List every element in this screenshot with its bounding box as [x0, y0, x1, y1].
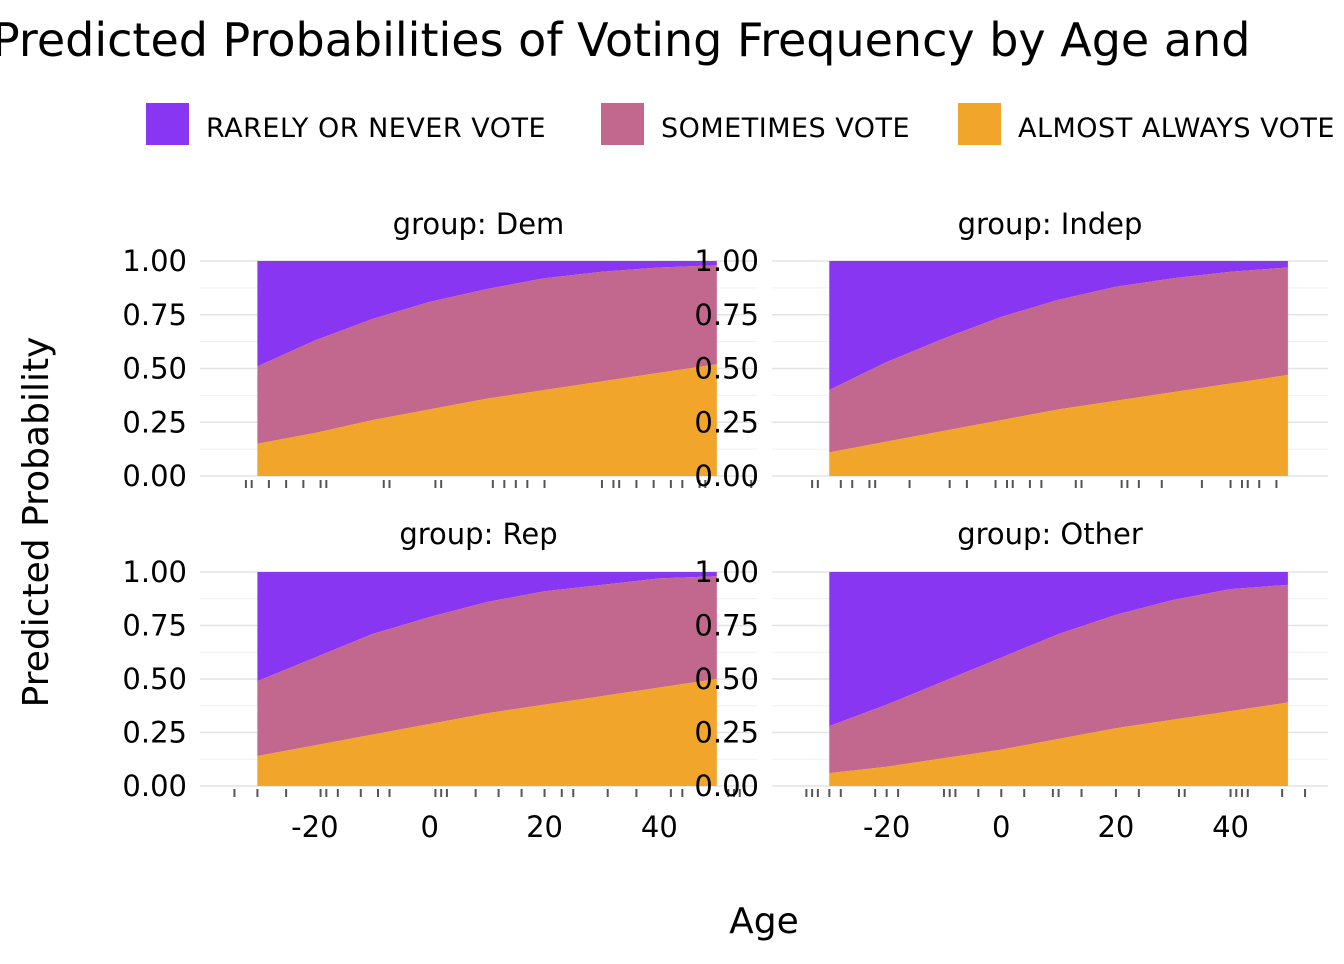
legend-label-1: SOMETIMES VOTE: [661, 113, 910, 144]
panel-3-area-sometimes: [829, 584, 1288, 774]
panel-1-ytick-3: 0.75: [694, 298, 759, 332]
panel-2-area-sometimes: [257, 576, 717, 757]
xtick-1-0: -20: [863, 810, 910, 844]
panel-3: [772, 571, 1328, 797]
panel-0: [200, 260, 757, 488]
panel-3-ytick-3: 0.75: [694, 609, 759, 643]
panel-0-ytick-0: 0.00: [122, 459, 187, 493]
panel-1-area-almost: [829, 374, 1288, 476]
panel-1-area-sometimes: [829, 267, 1288, 453]
xtick-0-0: -20: [291, 810, 338, 844]
panel-1-ytick-0: 0.00: [694, 459, 759, 493]
panels: group: Dem 0.00 0.25 0.50 0.75 1.00 group: Ind…: [122, 207, 1328, 803]
legend-swatch-0: [146, 103, 189, 145]
legend-swatch-1: [601, 103, 644, 145]
x-axis-title: Age: [729, 901, 799, 942]
panel-3-area-rarely: [829, 572, 1288, 727]
panel-2-ytick-1: 0.25: [122, 716, 187, 750]
panel-3-ytick-1: 0.25: [694, 716, 759, 750]
panel-0-ytick-1: 0.25: [122, 405, 187, 439]
panel-2-area-rarely: [257, 572, 717, 682]
panel-2-ytick-2: 0.50: [122, 662, 187, 696]
y-axis-title: Predicted Probability: [16, 337, 57, 708]
x-axis-ticks: -20 0 20 40 -20 0 20 40: [291, 810, 1249, 844]
panel-0-area-almost: [257, 364, 717, 476]
panel-3-area-almost: [829, 702, 1288, 786]
panel-0-area-sometimes: [257, 265, 717, 444]
xtick-1-2: 20: [1097, 810, 1134, 844]
legend-swatch-2: [958, 103, 1001, 145]
chart-title: Predicted Probabilities of Voting Freque…: [0, 13, 1250, 67]
panel-2-ytick-3: 0.75: [122, 609, 187, 643]
panel-1-strip-label: group: Indep: [958, 207, 1143, 241]
panel-3-ytick-2: 0.50: [694, 662, 759, 696]
panel-2-strip-label: group: Rep: [399, 517, 557, 551]
panel-3-ytick-4: 1.00: [694, 555, 759, 589]
panel-1-ytick-4: 1.00: [694, 244, 759, 278]
xtick-0-2: 20: [526, 810, 563, 844]
xtick-1-3: 40: [1212, 810, 1249, 844]
panel-0-ytick-3: 0.75: [122, 298, 187, 332]
panel-1-ytick-1: 0.25: [694, 405, 759, 439]
legend-label-2: ALMOST ALWAYS VOTE: [1018, 113, 1335, 144]
legend-label-0: RARELY OR NEVER VOTE: [206, 113, 546, 144]
panel-0-ytick-4: 1.00: [122, 244, 187, 278]
panel-2-ytick-4: 1.00: [122, 555, 187, 589]
legend: RARELY OR NEVER VOTE SOMETIMES VOTE ALMOST…: [146, 103, 1335, 145]
panel-2-ytick-0: 0.00: [122, 769, 187, 803]
panel-0-ytick-2: 0.50: [122, 352, 187, 386]
panel-0-strip-label: group: Dem: [393, 207, 565, 241]
xtick-0-1: 0: [420, 810, 438, 844]
xtick-1-1: 0: [992, 810, 1010, 844]
panel-3-ytick-0: 0.00: [694, 769, 759, 803]
panel-2-area-almost: [257, 679, 717, 786]
panel-1-area-rarely: [829, 261, 1288, 390]
panel-1-ytick-2: 0.50: [694, 352, 759, 386]
panel-0-area-rarely: [257, 261, 717, 367]
xtick-0-3: 40: [641, 810, 678, 844]
panel-1: [772, 260, 1328, 488]
panel-2: [200, 571, 757, 797]
panel-3-strip-label: group: Other: [957, 517, 1143, 551]
